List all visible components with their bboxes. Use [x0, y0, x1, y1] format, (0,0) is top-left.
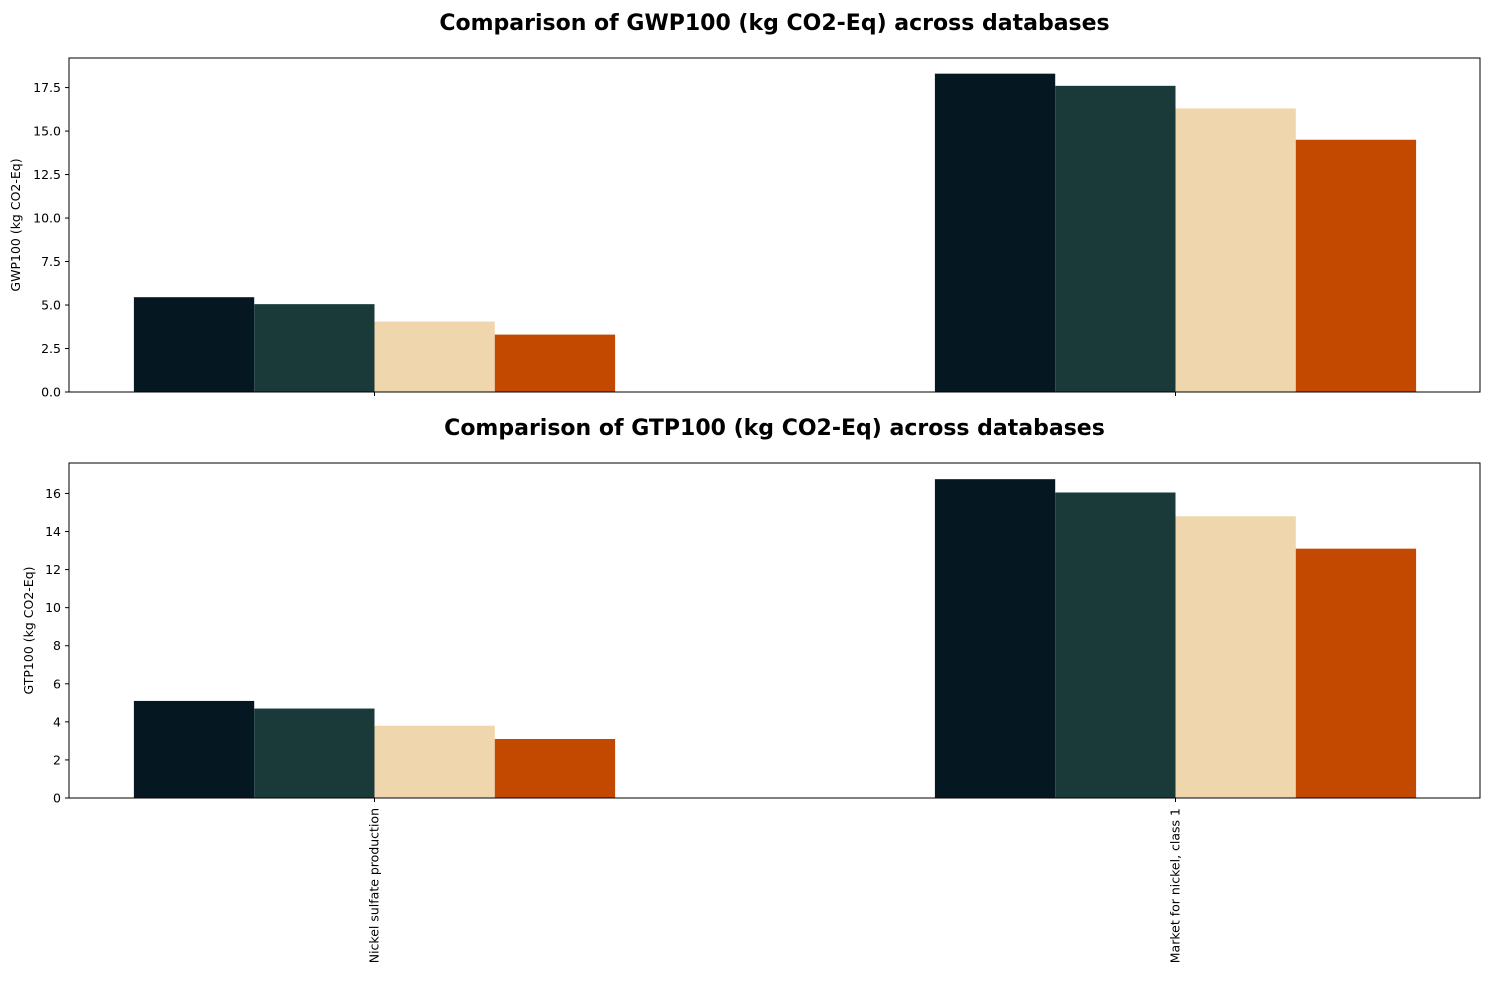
bar-series-3-cat-2 — [1175, 108, 1296, 392]
y-tick-label: 14 — [45, 524, 61, 539]
y-tick-label: 10 — [45, 600, 61, 615]
y-tick-label: 0 — [53, 791, 61, 806]
bar-series-4-cat-2 — [1295, 139, 1417, 392]
y-tick-label: 17.5 — [33, 80, 61, 95]
bar-series-1-cat-1 — [133, 297, 255, 392]
axes-frame — [68, 462, 1481, 799]
y-tick-label: 12.5 — [33, 167, 61, 182]
y-tick-label: 0.0 — [41, 385, 61, 400]
y-tick-label: 2 — [53, 752, 61, 767]
bar-series-3-cat-1 — [374, 725, 495, 798]
y-tick-label: 8 — [53, 638, 61, 653]
bar-series-2-cat-1 — [254, 708, 375, 798]
chart-title: Comparison of GWP100 (kg CO2-Eq) across … — [439, 11, 1109, 36]
y-tick-label: 2.5 — [41, 341, 61, 356]
y-axis-label: GTP100 (kg CO2-Eq) — [21, 566, 36, 694]
bar-series-2-cat-2 — [1055, 492, 1176, 798]
chart-panel-2: Comparison of GTP100 (kg CO2-Eq) across … — [21, 416, 1481, 963]
y-tick-label: 16 — [45, 486, 61, 501]
bar-series-3-cat-1 — [374, 321, 495, 392]
y-tick-label: 7.5 — [41, 254, 61, 269]
chart-panel-1: Comparison of GWP100 (kg CO2-Eq) across … — [8, 11, 1481, 400]
bar-series-3-cat-2 — [1175, 516, 1296, 798]
bar-series-1-cat-2 — [934, 73, 1056, 392]
bar-series-4-cat-1 — [494, 738, 616, 798]
x-category-label: Nickel sulfate production — [367, 808, 382, 963]
y-tick-label: 6 — [53, 676, 61, 691]
y-axis-label: GWP100 (kg CO2-Eq) — [8, 158, 23, 291]
y-tick-label: 5.0 — [41, 298, 61, 313]
y-tick-label: 4 — [53, 714, 61, 729]
x-category-label: Market for nickel, class 1 — [1168, 808, 1183, 963]
bar-series-2-cat-2 — [1055, 85, 1176, 392]
y-tick-label: 15.0 — [33, 124, 61, 139]
axes-frame — [68, 57, 1481, 393]
chart-title: Comparison of GTP100 (kg CO2-Eq) across … — [444, 416, 1105, 441]
bar-series-2-cat-1 — [254, 304, 375, 392]
bar-series-1-cat-2 — [934, 479, 1056, 798]
bar-series-4-cat-1 — [494, 334, 616, 392]
bar-series-4-cat-2 — [1295, 548, 1417, 798]
bar-series-1-cat-1 — [133, 700, 255, 798]
y-tick-label: 12 — [45, 562, 61, 577]
y-tick-label: 10.0 — [33, 211, 61, 226]
